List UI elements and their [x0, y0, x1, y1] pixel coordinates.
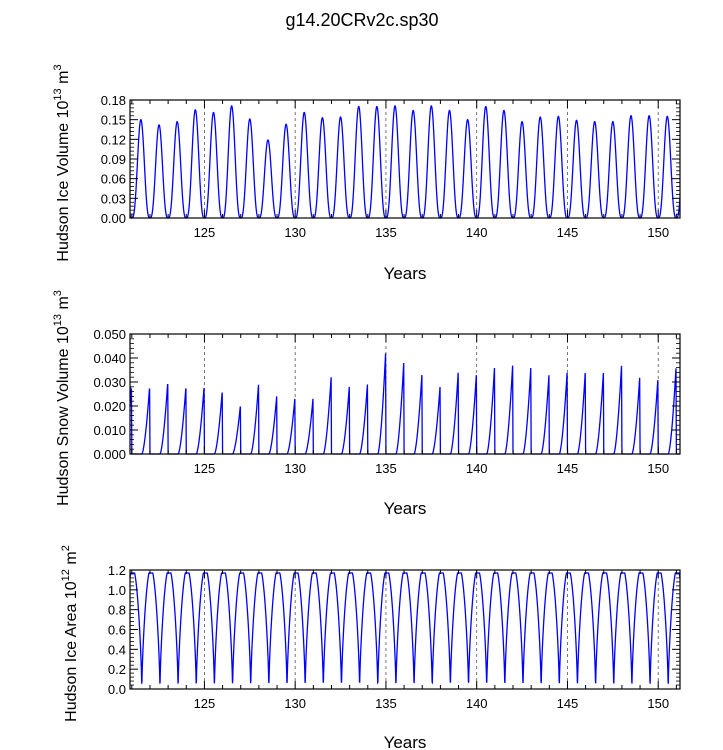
x-tick-label: 140 [466, 225, 488, 240]
x-tick-label: 125 [194, 461, 216, 476]
x-axis-label: Years [384, 264, 427, 283]
y-tick-label: 0.050 [93, 327, 126, 342]
panels: 125 130 135 140 145 1500.000.030.060.090.120.… [52, 64, 681, 750]
y-tick-label: 0.040 [93, 351, 126, 366]
series-line [129, 572, 681, 685]
y-axis-label-exponent: 12 [60, 569, 72, 581]
y-tick-label: 0.12 [101, 132, 126, 147]
chart-panel-ice-volume: 125 130 135 140 145 150 0.00 0.03 0.06 0.09 0.12 0.… [52, 64, 681, 283]
x-tick-label: 130 [284, 461, 306, 476]
y-axis-label-unit-exponent: 2 [60, 545, 72, 551]
y-tick-label: 0.18 [101, 93, 126, 108]
y-tick-label: 0.4 [108, 642, 126, 657]
y-tick-label: 0.06 [101, 172, 126, 187]
y-tick-label: 1.2 [108, 563, 126, 578]
chart-panel-snow-volume: 125 130 135 140 145 150 0.000 0.010 0.020 0.030 0.… [52, 290, 681, 518]
chart-panel-ice-area: 125 130 135 140 145 150 0.0 0.2 0.4 0.6 0.8 1.0 1.2 Y… [60, 545, 681, 750]
x-tick-label: 135 [375, 461, 397, 476]
x-tick-label: 125 [194, 696, 216, 711]
x-tick-label: 145 [557, 225, 579, 240]
x-tick-label: 150 [647, 696, 669, 711]
y-axis-label-unit: m [63, 551, 80, 569]
plot-frame [129, 333, 681, 455]
y-tick-label: 0.00 [101, 211, 126, 226]
x-tick-label: 135 [375, 696, 397, 711]
series-line [129, 353, 680, 455]
x-tick-label: 145 [557, 696, 579, 711]
figure-title: g14.20CRv2c.sp30 [285, 10, 438, 30]
x-tick-label: 150 [647, 461, 669, 476]
y-tick-label: 0.09 [101, 152, 126, 167]
x-tick-label: 130 [284, 225, 306, 240]
y-axis-label: Hudson Ice Area 1012 m2 [60, 545, 80, 722]
x-axis-label: Years [384, 499, 427, 518]
y-axis-label-unit-exponent: 3 [52, 64, 64, 70]
y-axis-label: Hudson Ice Volume 1013 m3 [52, 64, 72, 261]
y-tick-label: 0.010 [93, 423, 126, 438]
y-axis-label-text: Hudson Ice Volume 10 [55, 100, 72, 261]
y-axis-label-exponent: 13 [52, 88, 64, 100]
x-tick-label: 145 [557, 461, 579, 476]
x-tick-label: 125 [194, 225, 216, 240]
y-tick-label: 0.03 [101, 191, 126, 206]
y-tick-label: 0.000 [93, 447, 126, 462]
y-tick-label: 0.020 [93, 399, 126, 414]
y-axis-label-exponent: 13 [52, 314, 64, 326]
x-tick-label: 140 [466, 461, 488, 476]
x-tick-label: 130 [284, 696, 306, 711]
x-axis-label: Years [384, 733, 427, 750]
y-axis-label-unit: m [55, 296, 72, 314]
y-tick-label: 0.0 [108, 682, 126, 697]
x-tick-label: 140 [466, 696, 488, 711]
y-tick-label: 0.6 [108, 623, 126, 638]
x-tick-label: 150 [647, 225, 669, 240]
y-tick-label: 0.2 [108, 662, 126, 677]
y-axis-label: Hudson Snow Volume 1013 m3 [52, 290, 72, 506]
y-tick-label: 0.030 [93, 375, 126, 390]
series-line [129, 105, 681, 219]
y-axis-label-text: Hudson Snow Volume 10 [55, 326, 72, 506]
y-tick-label: 0.15 [101, 113, 126, 128]
y-tick-label: 0.8 [108, 603, 126, 618]
y-tick-label: 1.0 [108, 583, 126, 598]
x-tick-label: 135 [375, 225, 397, 240]
y-axis-label-unit-exponent: 3 [52, 290, 64, 296]
y-axis-label-text: Hudson Ice Area 10 [63, 581, 80, 722]
y-axis-label-unit: m [55, 71, 72, 89]
